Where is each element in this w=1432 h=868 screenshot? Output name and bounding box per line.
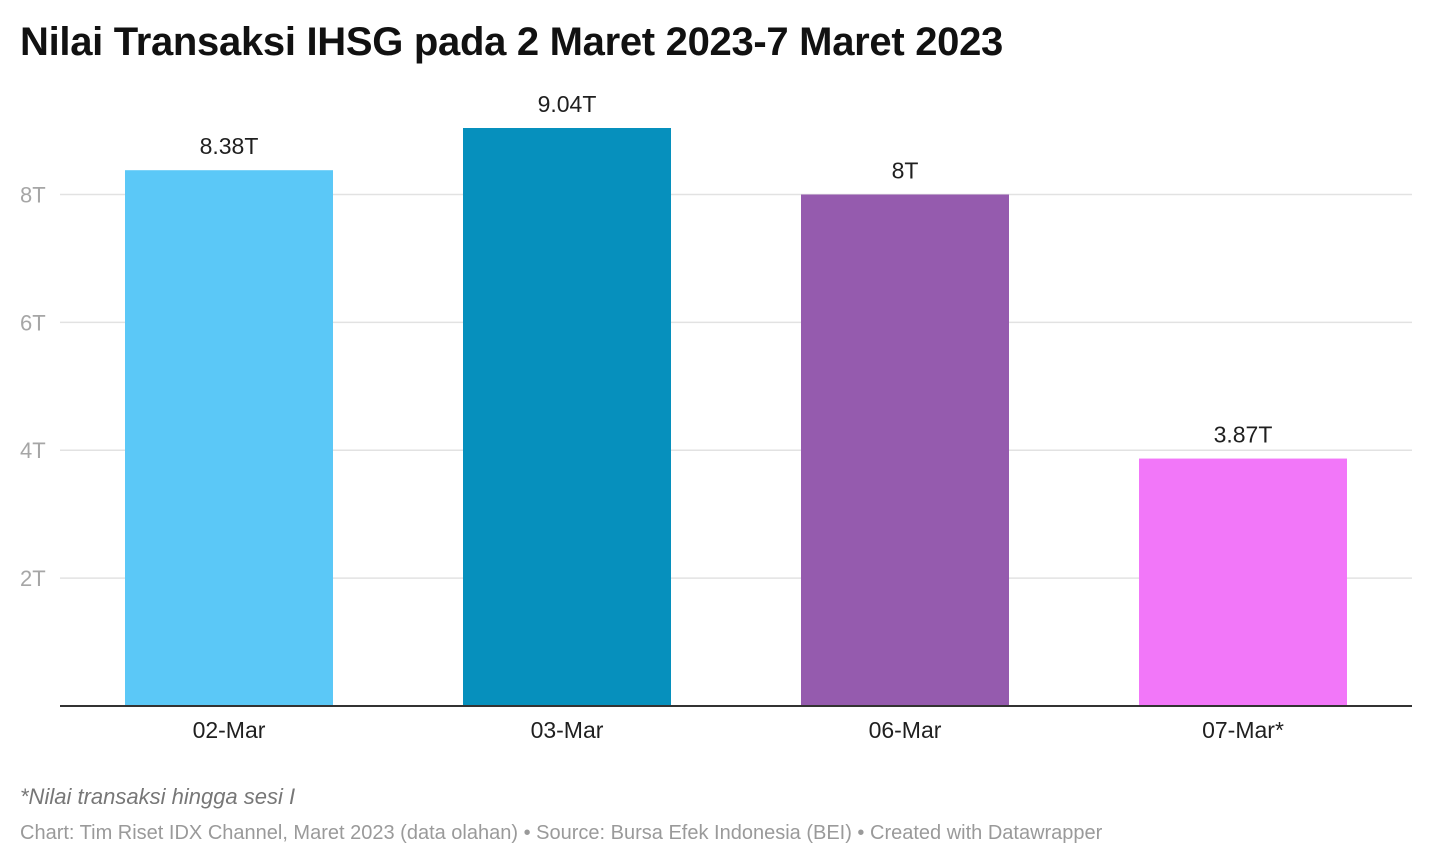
bar-value-label: 9.04T xyxy=(538,91,597,117)
bar xyxy=(125,170,333,707)
bar xyxy=(1139,458,1347,706)
value-labels: 8.38T 9.04T 8T 3.87T xyxy=(200,91,1273,448)
bar-value-label: 8T xyxy=(892,157,919,183)
bar-value-label: 8.38T xyxy=(200,133,259,159)
chart-footnote: *Nilai transaksi hingga sesi I xyxy=(20,784,296,809)
y-tick-label: 6T xyxy=(20,310,46,335)
y-tick-label: 8T xyxy=(20,182,46,207)
bar-series xyxy=(125,128,1347,707)
x-tick-label: 06-Mar xyxy=(869,717,942,743)
bar xyxy=(801,194,1009,706)
credits-created: Created with Datawrapper xyxy=(870,822,1103,844)
y-tick-label: 2T xyxy=(20,566,46,591)
chart-credits: Chart: Tim Riset IDX Channel, Maret 2023… xyxy=(20,822,1102,845)
bar-value-label: 3.87T xyxy=(1214,422,1273,448)
x-tick-label: 02-Mar xyxy=(193,717,266,743)
credits-separator: • xyxy=(851,822,870,844)
x-tick-label: 07-Mar* xyxy=(1202,717,1284,743)
bar xyxy=(463,128,671,706)
credits-source: Source: Bursa Efek Indonesia (BEI) xyxy=(536,822,852,844)
credits-chart: Chart: Tim Riset IDX Channel, Maret 2023… xyxy=(20,822,519,844)
chart-title: Nilai Transaksi IHSG pada 2 Maret 2023-7… xyxy=(20,20,1003,64)
credits-separator: • xyxy=(518,822,537,844)
y-tick-label: 4T xyxy=(20,438,46,463)
x-axis-ticks: 02-Mar 03-Mar 06-Mar 07-Mar* xyxy=(193,717,1284,743)
x-tick-label: 03-Mar xyxy=(531,717,604,743)
